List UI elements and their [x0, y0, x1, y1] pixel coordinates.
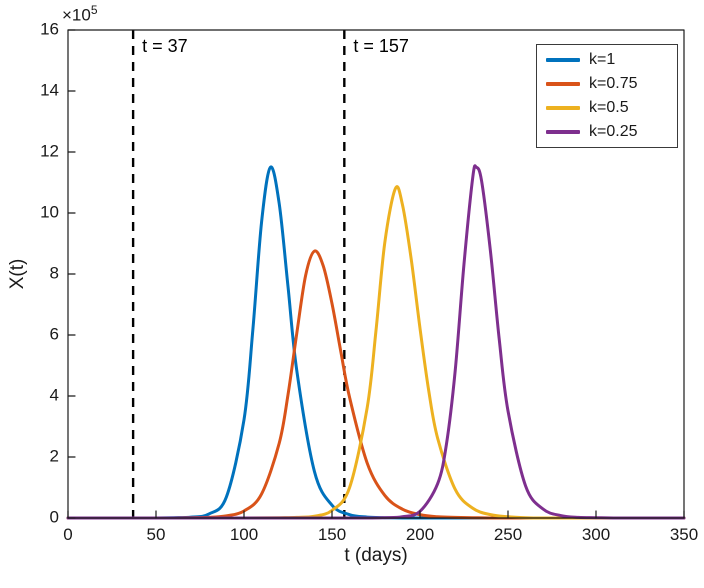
legend-label: k=0.5: [589, 99, 629, 116]
legend-entry: k=1: [546, 51, 677, 69]
legend-label: k=0.75: [589, 75, 638, 92]
y-axis-multiplier-base: ×10: [62, 5, 91, 25]
legend-label: k=1: [589, 51, 616, 68]
legend-line-sample: [546, 106, 580, 110]
y-axis-multiplier-exponent: 5: [90, 3, 98, 17]
legend-line-sample: [546, 130, 580, 134]
legend: k=1 k=0.75 k=0.5 k=0.25: [536, 44, 678, 148]
x-axis-label: t (days): [344, 545, 408, 566]
legend-line-sample: [546, 58, 580, 62]
legend-label: k=0.25: [589, 123, 638, 140]
legend-entry: k=0.25: [546, 123, 677, 141]
annotation-label: t = 157: [353, 36, 409, 56]
y-axis-multiplier: ×105: [62, 3, 98, 26]
legend-line-sample: [546, 82, 580, 86]
legend-entry: k=0.75: [546, 75, 677, 93]
y-axis-label: X(t): [7, 258, 28, 290]
annotation-label: t = 37: [142, 36, 188, 56]
legend-entry: k=0.5: [546, 99, 677, 117]
